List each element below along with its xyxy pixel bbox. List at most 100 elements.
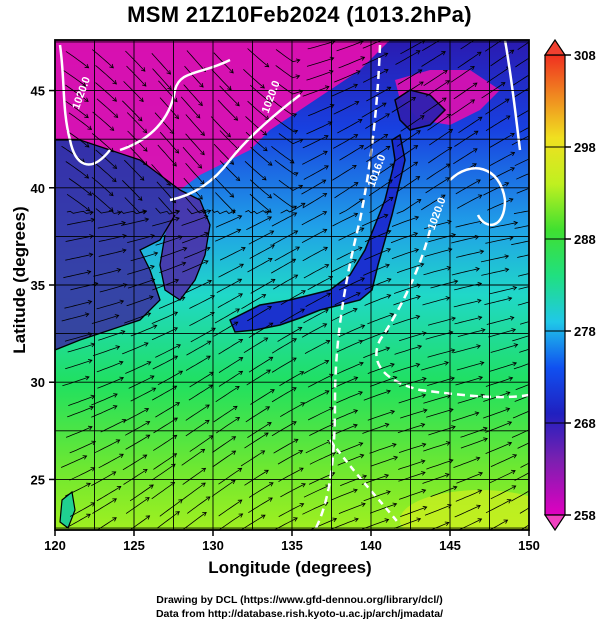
streamline [457,329,486,337]
streamline [65,253,93,261]
streamline-arrowhead [535,52,539,56]
streamline-arrowhead [292,338,297,343]
streamline [457,194,482,209]
streamline-arrowhead [291,258,297,263]
streamline-arrowhead [109,191,114,197]
streamline-arrowhead [229,193,235,198]
streamline [218,263,244,278]
streamline-arrowhead [114,314,120,319]
streamline [302,151,328,165]
streamline-arrowhead [539,182,543,186]
streamline-arrowhead [441,51,446,56]
streamline-arrowhead [360,277,366,282]
streamline [338,325,365,338]
streamline [91,49,114,69]
streamline-arrowhead [173,417,178,422]
streamline [421,362,449,371]
streamline-arrowhead [416,295,421,300]
streamline-arrowhead [237,278,243,283]
streamline [65,359,93,370]
streamline-arrowhead [268,497,273,502]
streamline-arrowhead [353,376,359,381]
streamline [96,98,118,118]
y-tick-label: 40 [31,181,45,196]
streamline [215,229,241,242]
streamline [519,507,529,514]
streamline [151,53,171,75]
streamline-arrowhead [267,161,273,166]
streamline [400,506,427,517]
streamline [336,40,364,52]
streamline [454,505,481,518]
streamline [514,158,529,167]
streamline-arrowhead [84,113,89,119]
streamline [490,454,517,467]
streamline [62,376,90,387]
streamline [301,323,327,338]
streamline-arrowhead [362,474,368,480]
streamline [213,405,238,423]
streamline-arrowhead [477,116,483,121]
streamline-arrowhead [444,521,450,527]
streamline-arrowhead [479,361,485,366]
streamline-arrowhead [421,442,427,448]
streamline-arrowhead [483,437,488,442]
streamline-arrowhead [175,402,181,407]
streamline [423,220,452,230]
streamline-arrowhead [541,250,545,254]
streamline [277,327,302,342]
streamline [95,65,117,85]
streamline-arrowhead [325,339,331,345]
streamline-arrowhead [357,246,363,251]
streamline-arrowhead [353,83,358,89]
streamline [240,514,266,530]
streamline-arrowhead [480,34,484,38]
streamline [127,265,155,275]
colorbar-top-arrow [543,38,567,56]
streamline-arrowhead [353,182,359,187]
streamline [514,472,529,481]
streamline [517,442,529,449]
streamline [182,482,206,500]
streamline [485,115,511,132]
streamline-arrowhead [292,205,297,210]
streamline-arrowhead [386,294,392,299]
streamline-arrowhead [140,67,146,72]
streamline-arrowhead [479,249,485,255]
streamline [98,330,125,341]
streamline-arrowhead [172,434,178,440]
streamline-arrowhead [293,517,298,522]
streamline [249,244,275,259]
streamline [338,227,364,241]
streamline-arrowhead [173,355,179,360]
streamline-arrowhead [476,504,481,510]
streamline-arrowhead [476,344,481,349]
streamline-arrowhead [535,238,539,242]
streamline [123,408,149,423]
streamline-arrowhead [386,229,392,235]
streamline [127,130,148,152]
streamline [67,343,95,353]
streamline-arrowhead [171,463,176,468]
streamline-arrowhead [195,113,201,119]
streamline [457,51,482,69]
streamline-arrowhead [445,296,451,301]
streamline [214,308,240,324]
streamline [91,471,116,486]
isobar-1020-central [169,94,301,202]
streamline [250,279,276,294]
streamline [392,363,420,373]
streamline [211,69,232,91]
streamline [125,50,146,72]
streamline-arrowhead [417,69,423,74]
streamline [63,271,91,279]
streamline-arrowhead [477,315,483,321]
streamline [366,86,391,102]
streamline [517,301,529,306]
streamline [305,440,332,454]
streamline [123,469,148,485]
streamline-arrowhead [510,167,516,172]
streamline-arrowhead [295,246,300,251]
streamline-arrowhead [390,362,395,368]
streamline [302,247,328,262]
